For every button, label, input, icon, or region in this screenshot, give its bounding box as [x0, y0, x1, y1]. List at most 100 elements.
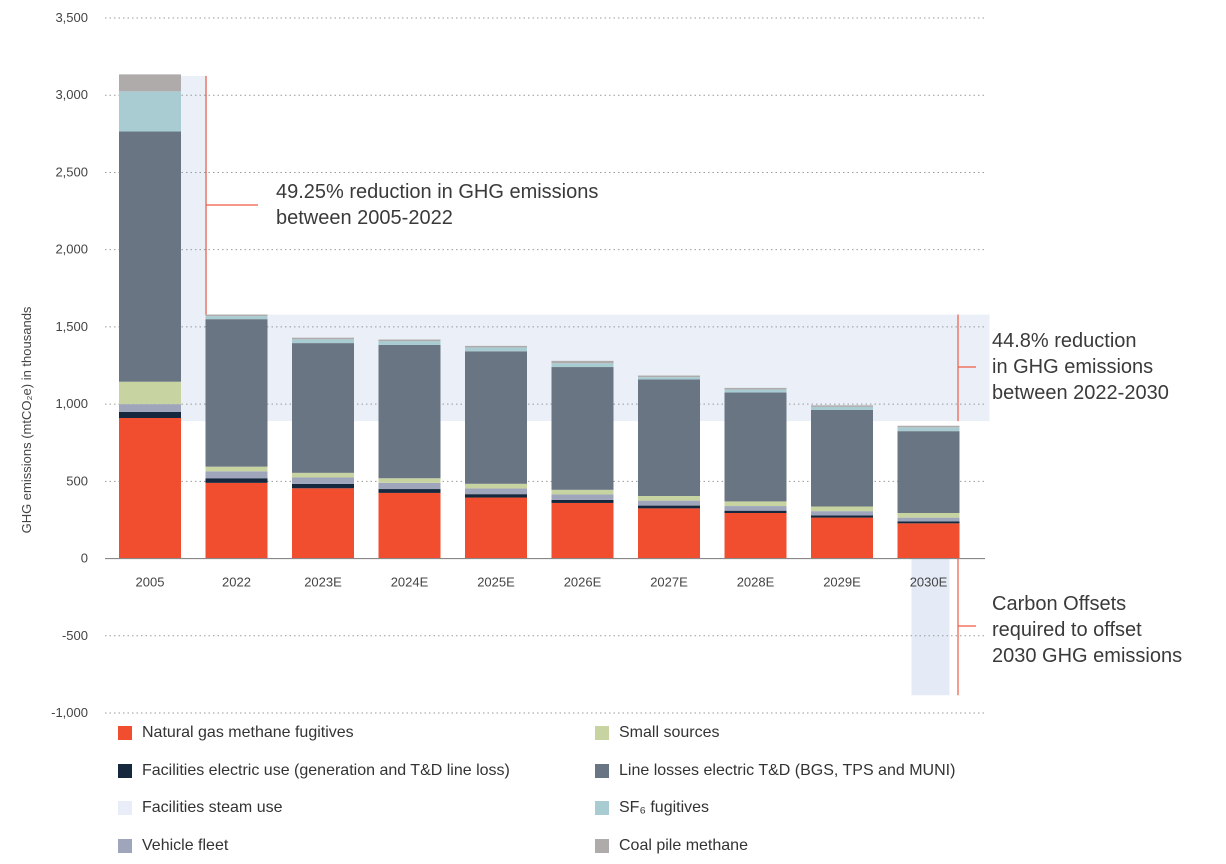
- y-tick-label: -1,000: [51, 705, 88, 720]
- legend: Natural gas methane fugitives Small sourc…: [118, 722, 1208, 862]
- bar-segment: [205, 478, 268, 483]
- bar-segment: [897, 517, 960, 522]
- bar-segment: [638, 377, 700, 380]
- bar-segment: [897, 512, 960, 518]
- bar-segment: [638, 505, 700, 509]
- bar-segment: [205, 316, 268, 320]
- bar-segment: [811, 409, 873, 507]
- bar-segment: [292, 483, 354, 489]
- bar-segment: [119, 418, 181, 559]
- bar-segment: [205, 471, 268, 479]
- bar-stack-2027E: [638, 375, 700, 559]
- annotation-text: in GHG emissions: [992, 356, 1153, 378]
- bar-segment: [724, 389, 787, 393]
- legend-label: Coal pile methane: [619, 836, 748, 854]
- x-axis-ticks: 2005 2022 2023E 2024E 2025E 2026E 2027E 2028E 20…: [136, 575, 948, 590]
- x-tick-label: 2030E: [910, 575, 948, 590]
- bar-segment: [292, 472, 354, 478]
- legend-item: Small sources: [595, 722, 1208, 744]
- bar-stack-2022: [205, 314, 268, 559]
- bar-segment: [724, 506, 787, 511]
- bar-segment: [378, 482, 441, 490]
- legend-swatch: [595, 726, 609, 740]
- bar-stack-2028E: [724, 387, 787, 559]
- y-tick-label: 1,500: [55, 319, 88, 334]
- bar-segment: [119, 131, 181, 382]
- bar-segment: [119, 381, 181, 405]
- annotation-text: 2030 GHG emissions: [992, 645, 1182, 667]
- bar-segment: [724, 512, 787, 559]
- bar-stack-2005: [119, 74, 181, 559]
- bar-segment: [897, 523, 960, 559]
- legend-item: Vehicle fleet: [118, 835, 595, 857]
- legend-item: Facilities electric use (generation and …: [118, 760, 595, 782]
- bar-segment: [638, 496, 700, 501]
- y-axis-label: GHG emissions (mtCO₂e) in thousands: [19, 306, 34, 533]
- bar-stack-2025E: [465, 345, 527, 559]
- legend-label: SF₆ fugitives: [619, 799, 710, 816]
- annotation-text: Carbon Offsets: [992, 593, 1126, 615]
- bar-segment: [205, 319, 268, 467]
- x-tick-label: 2028E: [737, 575, 775, 590]
- x-tick-label: 2022: [222, 575, 251, 590]
- reduction-band-2005-2022: [181, 75, 207, 315]
- bar-segment: [465, 345, 527, 348]
- bar-segment: [897, 431, 960, 513]
- bar-stack-2024E: [378, 339, 441, 559]
- annotation-text: between 2022-2030: [992, 382, 1169, 404]
- carbon-offset-bar: [911, 558, 950, 696]
- annotations: 49.25% reduction in GHG emissions between…: [205, 75, 1182, 696]
- y-tick-label: 2,000: [55, 242, 88, 257]
- bar-segment: [811, 506, 873, 512]
- legend-swatch: [595, 838, 609, 853]
- bar-segment: [638, 379, 700, 497]
- bar-segment: [638, 500, 700, 506]
- bar-segment: [205, 314, 268, 317]
- bar-segment: [378, 341, 441, 345]
- bar-stack-2023E: [292, 337, 354, 559]
- y-tick-label: -500: [62, 628, 88, 643]
- bar-segment: [897, 521, 960, 524]
- bar-segment: [378, 489, 441, 493]
- bar-segment: [465, 347, 527, 352]
- bar-segment: [551, 499, 614, 503]
- bar-segment: [119, 91, 181, 132]
- y-tick-label: 500: [66, 473, 88, 488]
- legend-label: Natural gas methane fugitives: [142, 724, 354, 741]
- bar-segment: [724, 387, 787, 390]
- bar-segment: [897, 425, 960, 428]
- bar-stack-2029E: [811, 405, 873, 559]
- bar-segment: [292, 337, 354, 340]
- bar-segment: [119, 74, 181, 92]
- bar-segment: [465, 497, 527, 559]
- annotation-text: 49.25% reduction in GHG emissions: [276, 181, 598, 203]
- bar-segment: [205, 482, 268, 559]
- bar-stack-2030E: [897, 425, 960, 559]
- y-tick-label: 1,000: [55, 396, 88, 411]
- bar-segment: [551, 502, 614, 559]
- bar-segment: [551, 494, 614, 500]
- bar-segment: [551, 489, 614, 495]
- x-tick-label: 2023E: [304, 575, 342, 590]
- legend-swatch: [595, 801, 609, 815]
- ghg-emissions-chart: 3,500 3,000 2,500 2,000 1,500 1,000 500 0 -500 -1…: [19, 10, 1182, 720]
- y-tick-label: 2,500: [55, 164, 88, 179]
- bar-segment: [205, 466, 268, 472]
- legend-swatch: [118, 801, 132, 815]
- legend-label: Facilities steam use: [142, 799, 283, 816]
- bar-segment: [292, 477, 354, 484]
- bar-segment: [638, 375, 700, 378]
- bar-segment: [724, 510, 787, 513]
- annotation-text: required to offset: [992, 619, 1142, 641]
- legend-item: Coal pile methane: [595, 835, 1208, 857]
- bar-segment: [119, 411, 181, 419]
- legend-label: Vehicle fleet: [142, 836, 229, 854]
- x-tick-label: 2029E: [823, 575, 861, 590]
- bar-segment: [551, 363, 614, 368]
- legend-label: Small sources: [619, 724, 720, 741]
- bar-segment: [465, 488, 527, 495]
- y-axis-ticks: 3,500 3,000 2,500 2,000 1,500 1,000 500 0 -500 -1…: [51, 10, 88, 720]
- bar-segment: [378, 339, 441, 342]
- bar-segment: [638, 508, 700, 559]
- x-tick-label: 2024E: [391, 575, 429, 590]
